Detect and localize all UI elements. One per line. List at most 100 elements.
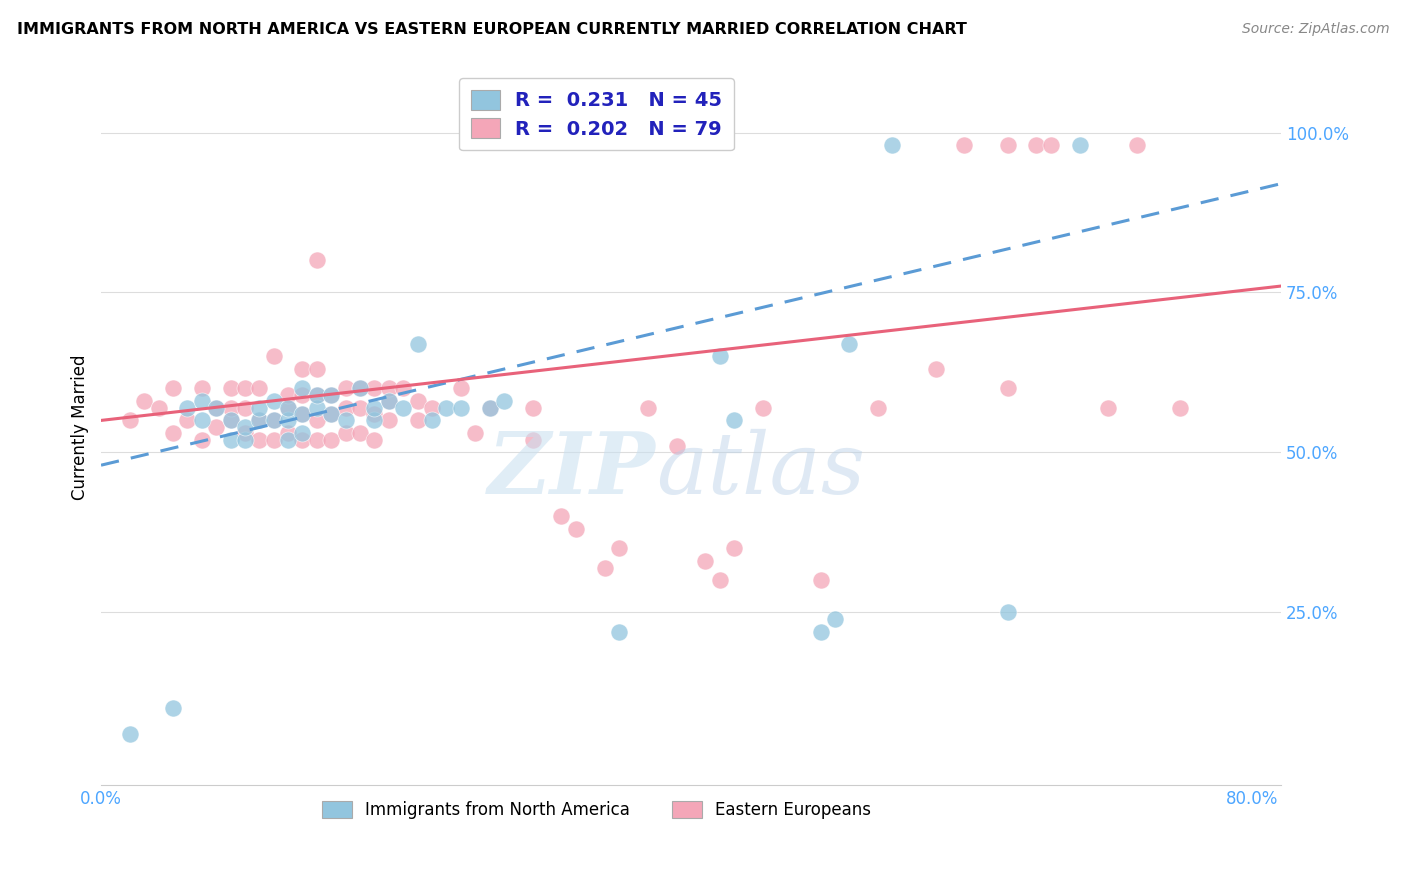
Point bbox=[247, 413, 270, 427]
Point bbox=[752, 401, 775, 415]
Point bbox=[607, 624, 630, 639]
Point bbox=[305, 401, 328, 415]
Point bbox=[464, 426, 486, 441]
Point bbox=[305, 253, 328, 268]
Point bbox=[219, 381, 242, 395]
Point bbox=[291, 407, 314, 421]
Point bbox=[277, 413, 299, 427]
Point bbox=[810, 624, 832, 639]
Point bbox=[247, 381, 270, 395]
Point bbox=[263, 413, 285, 427]
Point bbox=[335, 413, 357, 427]
Point bbox=[363, 413, 385, 427]
Point bbox=[176, 401, 198, 415]
Point bbox=[263, 413, 285, 427]
Point bbox=[335, 426, 357, 441]
Point bbox=[665, 439, 688, 453]
Point bbox=[277, 388, 299, 402]
Point bbox=[263, 433, 285, 447]
Point bbox=[291, 426, 314, 441]
Point bbox=[349, 426, 371, 441]
Point bbox=[522, 401, 544, 415]
Point bbox=[997, 138, 1019, 153]
Point bbox=[205, 419, 228, 434]
Point bbox=[148, 401, 170, 415]
Text: atlas: atlas bbox=[655, 428, 865, 511]
Point bbox=[997, 606, 1019, 620]
Point bbox=[607, 541, 630, 556]
Point bbox=[233, 426, 256, 441]
Point bbox=[233, 419, 256, 434]
Point bbox=[291, 381, 314, 395]
Text: ZIP: ZIP bbox=[488, 428, 655, 511]
Point bbox=[277, 401, 299, 415]
Point bbox=[335, 401, 357, 415]
Point bbox=[321, 407, 343, 421]
Point bbox=[335, 381, 357, 395]
Point bbox=[291, 407, 314, 421]
Point bbox=[134, 394, 156, 409]
Text: Source: ZipAtlas.com: Source: ZipAtlas.com bbox=[1241, 22, 1389, 37]
Point bbox=[450, 381, 472, 395]
Point bbox=[637, 401, 659, 415]
Point bbox=[363, 401, 385, 415]
Point bbox=[191, 433, 214, 447]
Point bbox=[838, 336, 860, 351]
Point bbox=[1168, 401, 1191, 415]
Point bbox=[1097, 401, 1119, 415]
Point bbox=[162, 381, 184, 395]
Point bbox=[263, 394, 285, 409]
Point bbox=[291, 362, 314, 376]
Point bbox=[219, 401, 242, 415]
Point bbox=[824, 612, 846, 626]
Point bbox=[810, 574, 832, 588]
Point bbox=[478, 401, 501, 415]
Point bbox=[420, 401, 443, 415]
Point bbox=[378, 394, 401, 409]
Point bbox=[305, 413, 328, 427]
Point bbox=[406, 336, 429, 351]
Point bbox=[550, 509, 572, 524]
Point bbox=[492, 394, 515, 409]
Point bbox=[1069, 138, 1091, 153]
Y-axis label: Currently Married: Currently Married bbox=[72, 354, 89, 500]
Point bbox=[233, 401, 256, 415]
Point bbox=[277, 401, 299, 415]
Point bbox=[723, 541, 745, 556]
Legend: Immigrants from North America, Eastern Europeans: Immigrants from North America, Eastern E… bbox=[315, 794, 877, 825]
Point bbox=[191, 413, 214, 427]
Point bbox=[378, 381, 401, 395]
Point bbox=[349, 381, 371, 395]
Point bbox=[321, 433, 343, 447]
Point bbox=[118, 413, 141, 427]
Point bbox=[924, 362, 946, 376]
Point bbox=[997, 381, 1019, 395]
Point bbox=[709, 574, 731, 588]
Point bbox=[953, 138, 976, 153]
Point bbox=[434, 401, 457, 415]
Point bbox=[263, 350, 285, 364]
Point bbox=[868, 401, 890, 415]
Point bbox=[363, 433, 385, 447]
Point bbox=[593, 560, 616, 574]
Point bbox=[205, 401, 228, 415]
Point bbox=[392, 401, 415, 415]
Point bbox=[723, 413, 745, 427]
Point bbox=[291, 433, 314, 447]
Point bbox=[378, 394, 401, 409]
Point bbox=[450, 401, 472, 415]
Point bbox=[420, 413, 443, 427]
Text: IMMIGRANTS FROM NORTH AMERICA VS EASTERN EUROPEAN CURRENTLY MARRIED CORRELATION : IMMIGRANTS FROM NORTH AMERICA VS EASTERN… bbox=[17, 22, 967, 37]
Point bbox=[363, 381, 385, 395]
Point bbox=[219, 413, 242, 427]
Point bbox=[565, 522, 588, 536]
Point bbox=[291, 388, 314, 402]
Point bbox=[305, 433, 328, 447]
Point bbox=[233, 433, 256, 447]
Point bbox=[305, 388, 328, 402]
Point bbox=[247, 433, 270, 447]
Point bbox=[695, 554, 717, 568]
Point bbox=[1039, 138, 1062, 153]
Point bbox=[162, 701, 184, 715]
Point bbox=[709, 350, 731, 364]
